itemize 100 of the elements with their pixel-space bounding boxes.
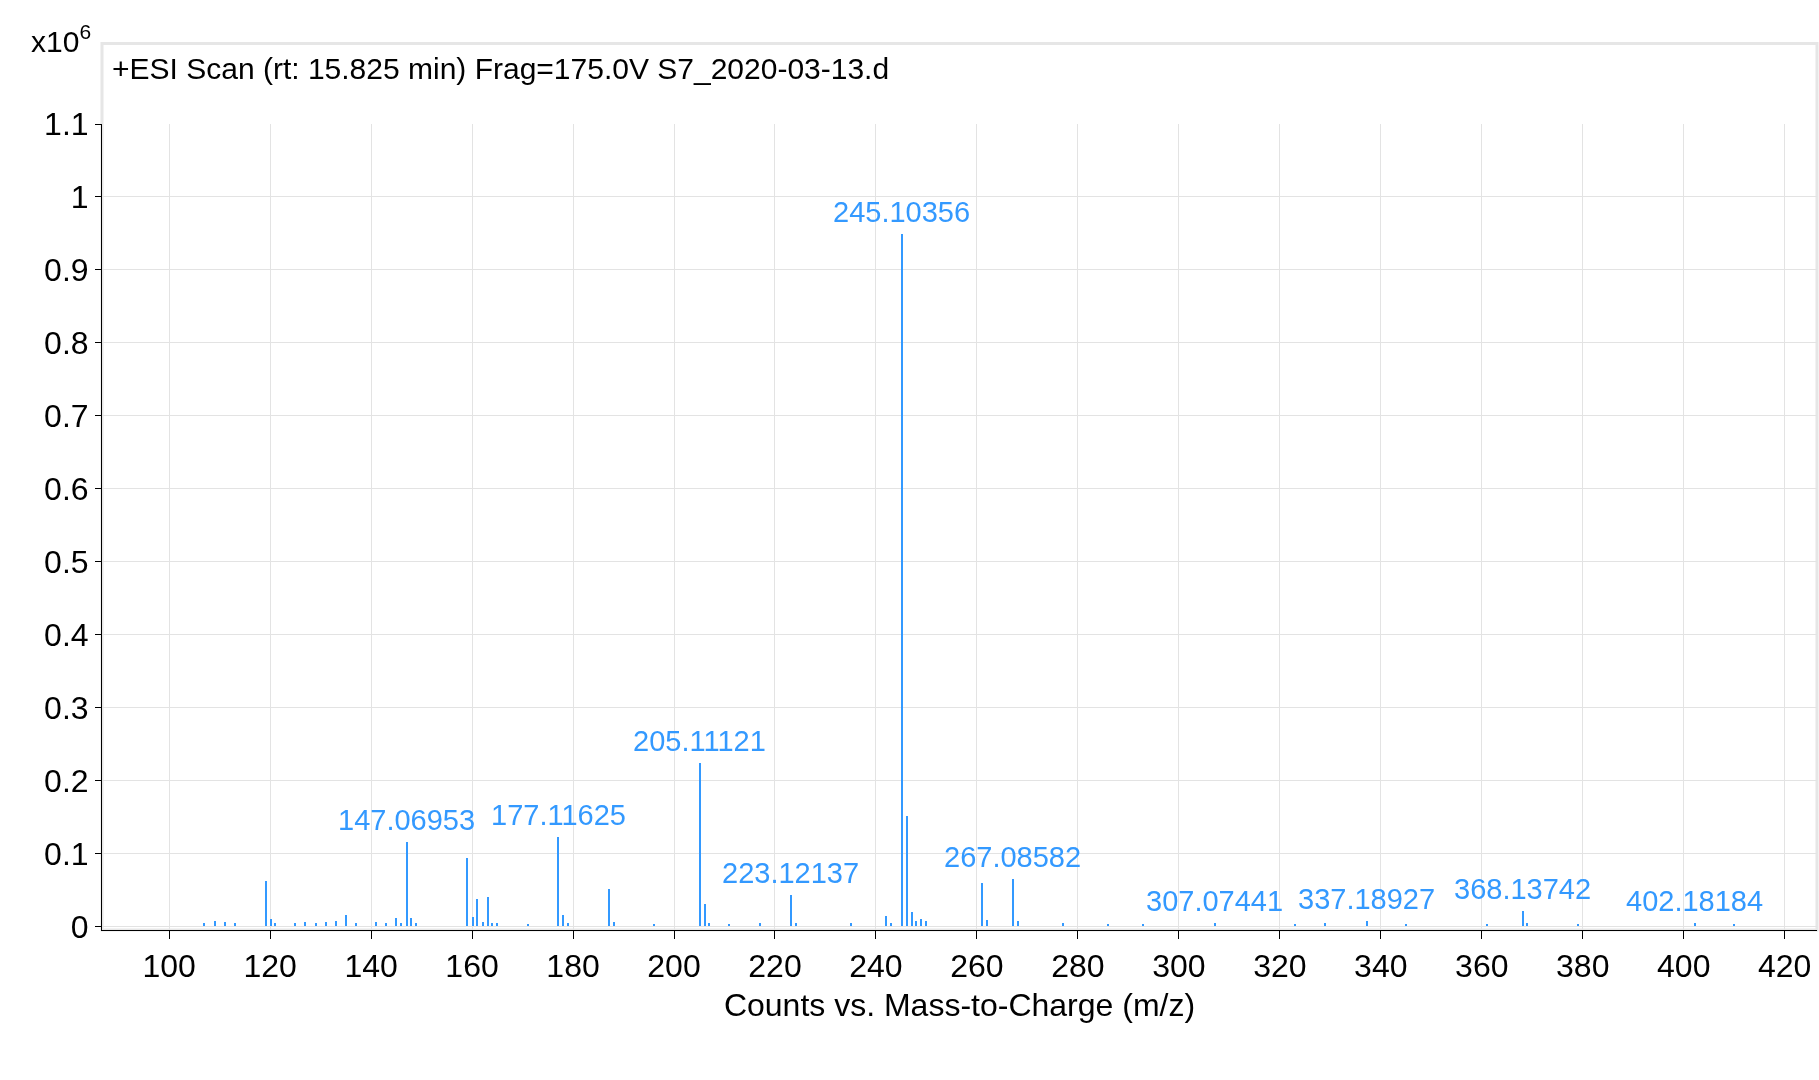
bar xyxy=(567,923,569,926)
bar xyxy=(410,918,412,926)
y-tick-label: 0.5 xyxy=(44,543,89,580)
bar xyxy=(790,895,792,926)
bar xyxy=(925,921,927,926)
x-tick-label: 180 xyxy=(546,948,600,985)
bar xyxy=(890,923,892,926)
bar xyxy=(920,919,922,926)
x-axis-title: Counts vs. Mass-to-Charge (m/z) xyxy=(723,987,1196,1024)
x-tick-label: 260 xyxy=(950,948,1004,985)
bar xyxy=(265,881,267,926)
chart-title: +ESI Scan (rt: 15.825 min) Frag=175.0V S7_2020-03-13.d xyxy=(112,51,890,85)
bar xyxy=(315,923,317,926)
y-tick-label: 0.9 xyxy=(44,252,89,289)
x-tick-label: 220 xyxy=(748,948,802,985)
bar xyxy=(400,923,402,926)
bar xyxy=(613,922,615,926)
bar xyxy=(491,923,493,926)
x-tick-label: 360 xyxy=(1455,948,1509,985)
y-tick-label: 0.2 xyxy=(44,762,89,799)
bar xyxy=(375,922,377,926)
bar xyxy=(395,918,397,926)
bar xyxy=(415,923,417,926)
bar xyxy=(1214,923,1216,926)
x-tick-label: 400 xyxy=(1657,948,1711,985)
x-tick-label: 240 xyxy=(849,948,903,985)
bar xyxy=(708,923,710,926)
x-tick-label: 200 xyxy=(647,948,701,985)
y-tick-label: 1 xyxy=(70,179,89,216)
bar xyxy=(214,921,216,926)
annotation: 223.12137 xyxy=(722,857,860,889)
bar xyxy=(795,923,797,926)
bar xyxy=(482,922,484,926)
bar xyxy=(557,837,559,926)
x-tick-label: 320 xyxy=(1253,948,1307,985)
bar xyxy=(406,842,408,926)
bar xyxy=(1366,921,1368,926)
bar xyxy=(915,921,917,926)
x-tick-label: 120 xyxy=(243,948,297,985)
y-tick-label: 0.7 xyxy=(44,397,89,434)
annotation: 245.10356 xyxy=(833,196,971,228)
y-tick-label: 0.4 xyxy=(44,616,89,653)
bar xyxy=(885,916,887,926)
annotation: 147.06953 xyxy=(338,804,476,836)
bar xyxy=(1017,921,1019,926)
bar xyxy=(986,920,988,926)
annotation: 337.18927 xyxy=(1298,883,1436,915)
bar xyxy=(906,816,908,926)
y-tick-label: 0 xyxy=(70,908,89,945)
bar xyxy=(1012,879,1014,926)
x-tick-label: 380 xyxy=(1556,948,1610,985)
annotation: 307.07441 xyxy=(1146,885,1284,917)
annotation: 368.13742 xyxy=(1454,873,1592,905)
bar xyxy=(1324,923,1326,926)
x-tick-label: 300 xyxy=(1152,948,1206,985)
bar xyxy=(385,923,387,926)
x-tick-label: 140 xyxy=(344,948,398,985)
y-tick-label: 0.8 xyxy=(44,325,89,362)
bar xyxy=(850,923,852,926)
bar xyxy=(325,922,327,926)
bar xyxy=(562,915,564,926)
bar xyxy=(1526,923,1528,926)
bar xyxy=(476,899,478,926)
bar xyxy=(608,889,610,926)
bar xyxy=(355,923,357,926)
bar xyxy=(472,917,474,926)
annotation: 177.11625 xyxy=(491,799,626,831)
bar xyxy=(1522,911,1524,926)
annotation: 267.08582 xyxy=(944,841,1082,873)
y-tick-label: 1.1 xyxy=(44,106,89,143)
bar xyxy=(704,904,706,926)
bar xyxy=(224,922,226,926)
bar xyxy=(294,923,296,926)
bar xyxy=(234,923,236,926)
x-tick-label: 160 xyxy=(445,948,499,985)
bar xyxy=(981,883,983,926)
bar xyxy=(487,897,489,926)
annotation: 402.18184 xyxy=(1626,885,1764,917)
y-tick-label: 0.6 xyxy=(44,470,89,507)
bar xyxy=(699,763,701,926)
bar xyxy=(335,921,337,926)
bar xyxy=(496,923,498,926)
y-tick-label: 0.3 xyxy=(44,689,89,726)
x-tick-label: 420 xyxy=(1757,948,1812,985)
annotation: 205.11121 xyxy=(633,725,766,757)
bar xyxy=(1062,923,1064,926)
bar xyxy=(274,923,276,926)
bar xyxy=(911,912,913,926)
bar xyxy=(901,234,903,926)
x-tick-label: 100 xyxy=(142,948,196,985)
bar xyxy=(466,858,468,926)
bar xyxy=(203,923,205,926)
bar xyxy=(270,919,272,926)
bar xyxy=(304,922,306,926)
x-tick-label: 340 xyxy=(1354,948,1408,985)
bar xyxy=(1694,923,1696,926)
bar xyxy=(345,915,347,926)
bar xyxy=(759,923,761,926)
x-tick-label: 280 xyxy=(1051,948,1105,985)
text: x10$^{6}$ xyxy=(31,20,92,58)
